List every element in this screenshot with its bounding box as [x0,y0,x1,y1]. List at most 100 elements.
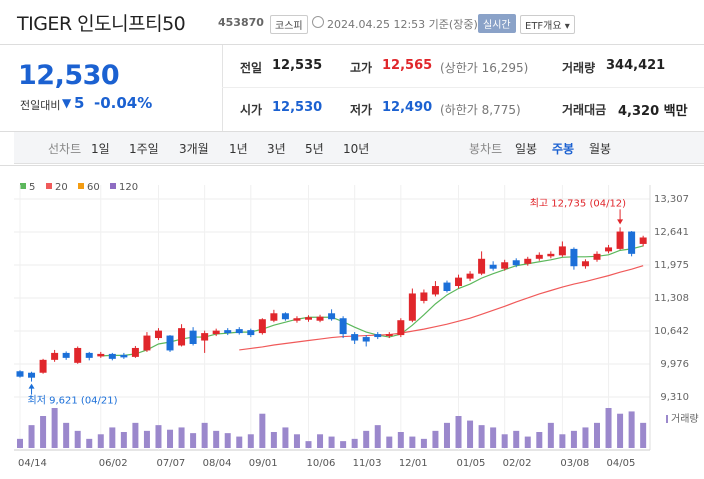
candle-body [154,330,162,339]
quote-value: 344,421 [606,58,666,73]
volume-bar [570,430,577,448]
period-tab[interactable]: 1일 [91,142,110,156]
x-tick-label: 02/02 [503,458,532,469]
volume-bar [259,413,266,448]
low-arrow-head [28,383,35,389]
divider [0,44,704,45]
volume-bar [420,438,427,448]
candle-body [385,334,393,337]
legend-label: 20 [55,182,68,193]
x-tick-label: 01/05 [457,458,486,469]
divider [222,45,223,131]
candle-body [212,330,220,335]
change: 5 [74,94,85,112]
volume-bar [374,425,381,448]
x-tick-label: 09/01 [249,458,278,469]
candle-body [616,231,624,249]
high-annotation: 최고 12,735 (04/12) [530,197,626,209]
candle-body [189,330,197,344]
candle-body [374,334,382,338]
candle-body [478,258,486,274]
volume-bar [351,438,358,448]
y-tick-label: 13,307 [654,194,689,205]
y-tick-label: 12,641 [654,227,689,238]
period-tab[interactable]: 10년 [343,142,370,156]
tab-group-label: 봉차트 [469,142,503,156]
volume-bar [478,425,485,448]
volume-bar [86,438,93,448]
y-tick-label: 9,976 [660,359,689,370]
volume-bar [605,408,612,448]
candle-body [339,318,347,335]
candle-body [489,264,497,269]
volume-bar [247,434,254,448]
divider [222,87,704,88]
realtime-button[interactable]: 실시간 [478,14,516,33]
y-tick-label: 11,975 [654,260,689,271]
candle-body [570,248,578,267]
code: 453870 [218,16,264,29]
candle-body [281,313,289,320]
candle-body [51,352,59,360]
x-tick-label: 04/14 [18,458,47,469]
candle-body [108,353,116,359]
candle-body [166,335,174,351]
volume-bar [167,429,174,448]
volume-bar [178,427,185,448]
candle-body [593,253,601,260]
legend-swatch [20,183,26,189]
quote-note: (상한가 16,295) [440,61,529,75]
candle-body [28,372,36,378]
candle-body [16,371,24,377]
volume-bar [132,422,139,448]
volume-bar [409,436,416,448]
x-tick-label: 10/06 [307,458,336,469]
volume-bar [501,434,508,448]
candle-body [351,334,359,341]
quote-value: 4,320 백만 [618,104,688,119]
quote-value: 12,490 [382,100,433,115]
volume-bar [432,430,439,448]
legend-swatch [46,183,52,189]
candle-tab[interactable]: 일봉 [515,142,538,156]
candle-body [397,320,405,336]
candle-body [131,347,139,357]
x-tick-label: 12/01 [399,458,428,469]
etf-info-button[interactable]: ETF개요 ▾ [520,15,575,34]
period-tab[interactable]: 1주일 [129,142,159,156]
volume-bar [467,420,474,448]
candle-body [547,253,555,257]
quote-label: 거래대금 [562,103,607,117]
x-tick-label: 06/02 [99,458,128,469]
legend-label: 5 [29,182,35,193]
candle-body [85,352,93,358]
volume-bar [224,433,231,448]
candle-body [39,359,47,373]
candle-tab[interactable]: 월봉 [589,142,612,156]
candle-body [235,329,243,334]
period-tab[interactable]: 3개월 [179,142,209,156]
volume-bar [120,432,127,448]
down-icon: ▼ [62,96,72,110]
candle-body [639,237,647,244]
period-tab[interactable]: 3년 [267,142,286,156]
candle-body [558,246,566,256]
volume-bar [109,427,116,448]
low-annotation: 최저 9,621 (04/21) [28,395,118,407]
volume-bar [155,425,162,448]
quote-label: 시가 [240,103,263,117]
candle-tab[interactable]: 주봉 [552,142,575,156]
candle-body [293,318,301,321]
candle-body [431,286,439,295]
volume-bar [97,434,104,448]
quote-label: 저가 [350,103,373,117]
x-tick-label: 08/04 [203,458,232,469]
quote-label: 거래량 [562,61,596,75]
volume-bar [190,433,197,448]
volume-bar [386,436,393,448]
divider [0,131,704,132]
candle-body [258,319,266,334]
period-tab[interactable]: 1년 [229,142,248,156]
candle-body [524,258,532,264]
period-tab[interactable]: 5년 [305,142,324,156]
